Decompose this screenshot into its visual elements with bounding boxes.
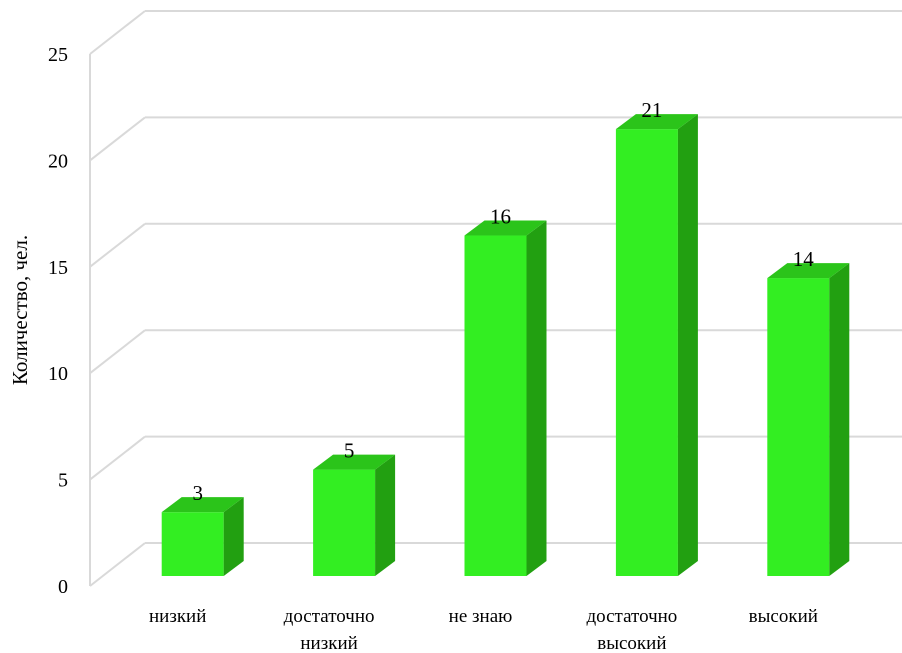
bar-front [767, 278, 830, 576]
y-tick-label: 5 [58, 470, 68, 492]
x-tick-label: достаточно низкий [284, 606, 375, 653]
y-tick-label: 25 [48, 44, 68, 66]
bar-top [464, 220, 547, 236]
gridline-side [89, 223, 146, 268]
x-tick-label: высокий [749, 606, 818, 627]
bar-top [615, 114, 698, 130]
data-label: 14 [793, 247, 815, 271]
bar-side [375, 454, 396, 576]
bar-side [526, 220, 547, 576]
bar-front [615, 129, 678, 576]
data-label: 3 [192, 481, 203, 505]
bar-side [223, 497, 244, 576]
bar-side [829, 263, 850, 576]
data-label: 5 [344, 439, 355, 463]
y-axis: 0 5 10 15 20 25 [48, 44, 91, 598]
x-tick-label: достаточно высокий [586, 606, 677, 653]
bar-side [677, 114, 698, 577]
bar [464, 220, 547, 576]
x-tick-label-line: низкий [300, 633, 357, 653]
bar [161, 497, 244, 576]
bar [313, 454, 396, 576]
bar [767, 263, 850, 576]
gridline-side [89, 10, 146, 55]
bar-front [161, 512, 224, 576]
bars [161, 114, 850, 577]
x-tick-label-line: низкий [149, 606, 206, 627]
x-tick-label-line: не знаю [449, 606, 513, 627]
bar [615, 114, 698, 577]
x-tick-label-line: достаточно [586, 606, 677, 627]
labels: 3 низкий 5 достаточно низкий 16 не знаю 21 доста… [149, 98, 818, 653]
x-tick-label-line: достаточно [284, 606, 375, 627]
bar-top [313, 454, 396, 470]
y-tick-label: 0 [58, 576, 68, 598]
gridline-side [89, 435, 146, 481]
bar-front [464, 235, 527, 576]
x-tick-label: низкий [149, 606, 206, 627]
x-tick-label-line: высокий [749, 606, 818, 627]
gridline-side [89, 542, 146, 587]
data-label: 16 [490, 205, 511, 229]
y-tick-label: 20 [48, 150, 68, 172]
y-tick-label: 10 [48, 363, 68, 385]
x-tick-label-line: высокий [597, 633, 666, 653]
gridline-side [89, 116, 146, 162]
bar-top [161, 497, 244, 513]
data-label: 21 [641, 98, 662, 122]
gridline-side [89, 329, 146, 374]
bar-top [767, 263, 850, 279]
y-axis-title: Количество, чел. [8, 235, 32, 385]
y-tick-label: 15 [48, 257, 68, 279]
bar-front [313, 469, 376, 576]
x-tick-label: не знаю [449, 606, 513, 627]
